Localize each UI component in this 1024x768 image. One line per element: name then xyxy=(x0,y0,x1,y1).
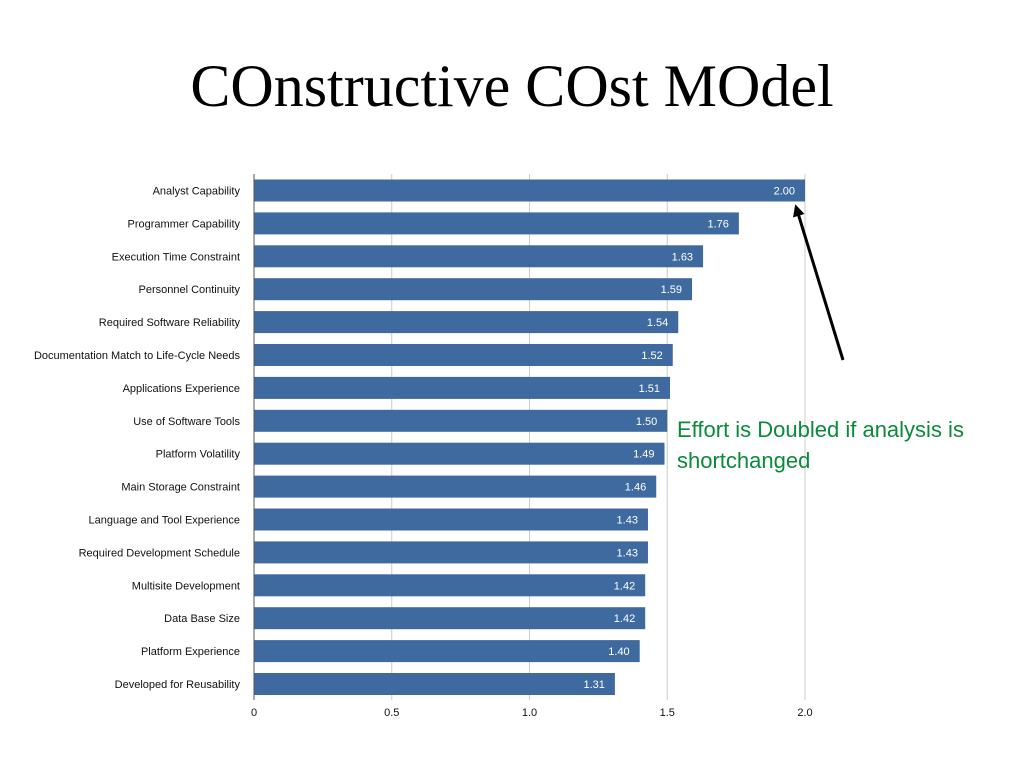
slide-title: COnstructive COst MOdel xyxy=(190,53,834,119)
category-label: Required Development Schedule xyxy=(79,547,240,559)
x-tick-label: 2.0 xyxy=(797,707,812,719)
category-label: Programmer Capability xyxy=(128,218,241,230)
category-label: Analyst Capability xyxy=(153,186,241,198)
x-tick-label: 1.5 xyxy=(660,707,675,719)
data-label: 1.42 xyxy=(614,580,635,592)
bar xyxy=(254,409,668,432)
axes: 0 0.5 1.0 1.5 2.0 Analyst Capability Programme… xyxy=(34,174,813,719)
bar xyxy=(254,541,648,564)
bar xyxy=(254,442,665,465)
category-label: Applications Experience xyxy=(123,383,240,395)
category-label: Main Storage Constraint xyxy=(121,482,240,494)
data-label: 1.50 xyxy=(636,416,657,428)
x-tick-label: 0 xyxy=(251,707,257,719)
data-label: 1.42 xyxy=(614,613,635,625)
data-label: 1.40 xyxy=(608,646,629,658)
data-label: 1.52 xyxy=(641,350,662,362)
category-label: Platform Experience xyxy=(141,646,240,658)
bar xyxy=(254,179,805,202)
bar xyxy=(254,640,640,663)
bar xyxy=(254,278,693,301)
data-label: 1.59 xyxy=(661,284,682,296)
category-label: Developed for Reusability xyxy=(115,679,241,691)
category-label: Documentation Match to Life-Cycle Needs xyxy=(34,350,241,362)
annotation-text: Effort is Doubled if analysis is shortch… xyxy=(677,417,964,473)
bar xyxy=(254,673,615,695)
x-tick-label: 0.5 xyxy=(384,707,399,719)
category-label: Personnel Continuity xyxy=(138,284,240,296)
bar xyxy=(254,376,671,399)
data-label: 1.46 xyxy=(625,482,646,494)
category-label: Required Software Reliability xyxy=(99,317,241,329)
bar xyxy=(254,475,657,498)
data-label: 1.43 xyxy=(617,547,638,559)
bar xyxy=(254,344,673,366)
data-label: 1.76 xyxy=(707,218,728,230)
bar xyxy=(254,607,646,630)
bar xyxy=(254,212,739,235)
data-label: 1.54 xyxy=(647,317,668,329)
data-label: 1.51 xyxy=(639,383,660,395)
bar xyxy=(254,508,648,531)
x-tick-label: 1.0 xyxy=(522,707,537,719)
category-label: Use of Software Tools xyxy=(133,416,240,428)
category-label: Data Base Size xyxy=(164,613,240,625)
data-label: 1.31 xyxy=(583,679,604,691)
category-label: Language and Tool Experience xyxy=(89,515,240,527)
bars: 2.00 1.76 1.63 1.59 1.54 1.52 1.51 1.50 1.49 1.46… xyxy=(254,179,805,695)
category-label: Multisite Development xyxy=(132,580,240,592)
bar xyxy=(254,311,679,334)
bar xyxy=(254,574,646,597)
category-label: Execution Time Constraint xyxy=(112,251,240,263)
data-label: 2.00 xyxy=(774,186,795,198)
bar xyxy=(254,245,704,268)
category-label: Platform Volatility xyxy=(156,449,241,461)
data-label: 1.49 xyxy=(633,449,654,461)
data-label: 1.43 xyxy=(617,515,638,527)
annotation-arrow xyxy=(793,204,845,361)
data-label: 1.63 xyxy=(672,251,693,263)
